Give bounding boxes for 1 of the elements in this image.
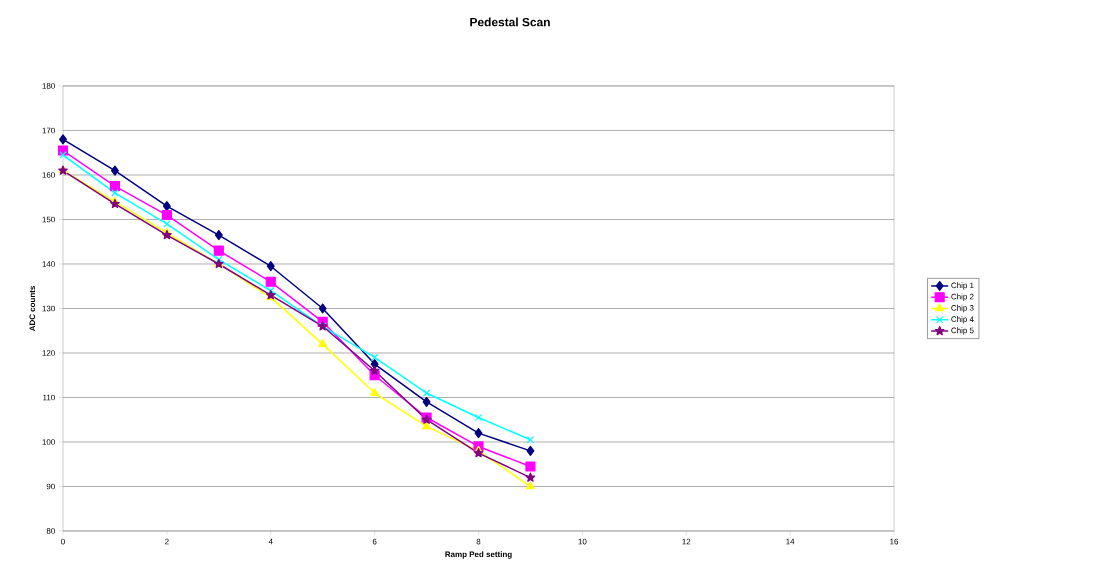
chart-title: Pedestal Scan [470, 17, 550, 27]
